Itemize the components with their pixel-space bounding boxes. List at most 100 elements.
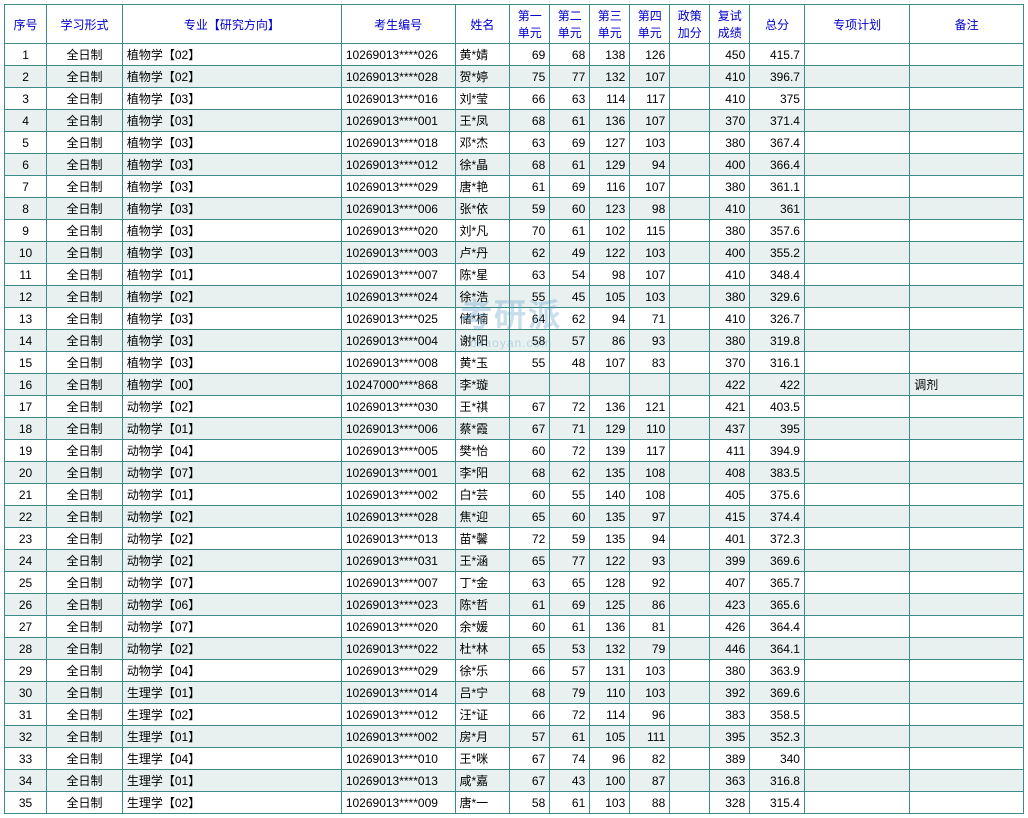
cell-mode: 全日制 (47, 704, 123, 726)
cell-bonus (670, 528, 710, 550)
cell-plan (804, 66, 909, 88)
cell-major: 植物学【03】 (122, 330, 341, 352)
cell-note: 调剂 (910, 374, 1024, 396)
cell-mode: 全日制 (47, 264, 123, 286)
table-row: 2全日制植物学【02】10269013****028贺*婷75771321074… (5, 66, 1024, 88)
cell-u4: 83 (630, 352, 670, 374)
cell-examno: 10269013****002 (341, 484, 455, 506)
cell-examno: 10269013****029 (341, 176, 455, 198)
cell-total: 365.7 (750, 572, 805, 594)
cell-plan (804, 44, 909, 66)
cell-idx: 29 (5, 660, 47, 682)
cell-idx: 6 (5, 154, 47, 176)
cell-plan (804, 550, 909, 572)
col-examno: 考生编号 (341, 5, 455, 44)
cell-name: 张*依 (455, 198, 510, 220)
cell-u4: 108 (630, 484, 670, 506)
cell-u4: 103 (630, 286, 670, 308)
table-row: 34全日制生理学【01】10269013****013咸*嘉6743100873… (5, 770, 1024, 792)
table-row: 10全日制植物学【03】10269013****003卢*丹6249122103… (5, 242, 1024, 264)
cell-major: 植物学【03】 (122, 110, 341, 132)
cell-note (910, 616, 1024, 638)
cell-plan (804, 286, 909, 308)
cell-u2: 60 (550, 198, 590, 220)
cell-plan (804, 110, 909, 132)
table-row: 19全日制动物学【04】10269013****005樊*怡6072139117… (5, 440, 1024, 462)
cell-u3: 114 (590, 88, 630, 110)
cell-name: 谢*阳 (455, 330, 510, 352)
cell-examno: 10269013****014 (341, 682, 455, 704)
cell-u1: 64 (510, 308, 550, 330)
cell-u3: 132 (590, 66, 630, 88)
cell-examno: 10269013****004 (341, 330, 455, 352)
cell-major: 生理学【02】 (122, 704, 341, 726)
cell-bonus (670, 418, 710, 440)
table-row: 1全日制植物学【02】10269013****026黄*婧69681381264… (5, 44, 1024, 66)
cell-u3: 136 (590, 616, 630, 638)
cell-u2: 62 (550, 308, 590, 330)
cell-total: 319.8 (750, 330, 805, 352)
cell-u3: 86 (590, 330, 630, 352)
cell-idx: 2 (5, 66, 47, 88)
cell-u2: 69 (550, 594, 590, 616)
cell-note (910, 396, 1024, 418)
col-idx: 序号 (5, 5, 47, 44)
cell-total: 355.2 (750, 242, 805, 264)
cell-u4: 93 (630, 330, 670, 352)
cell-u3: 139 (590, 440, 630, 462)
cell-mode: 全日制 (47, 638, 123, 660)
cell-u3: 105 (590, 286, 630, 308)
cell-u4: 81 (630, 616, 670, 638)
table-row: 32全日制生理学【01】10269013****002房*月5761105111… (5, 726, 1024, 748)
cell-idx: 24 (5, 550, 47, 572)
cell-plan (804, 726, 909, 748)
cell-u2: 61 (550, 726, 590, 748)
cell-u2 (550, 374, 590, 396)
cell-u1: 55 (510, 286, 550, 308)
cell-total: 422 (750, 374, 805, 396)
cell-fushi: 405 (710, 484, 750, 506)
cell-name: 刘*凡 (455, 220, 510, 242)
cell-note (910, 704, 1024, 726)
cell-u3: 94 (590, 308, 630, 330)
cell-major: 生理学【01】 (122, 682, 341, 704)
cell-u4: 110 (630, 418, 670, 440)
cell-bonus (670, 132, 710, 154)
cell-mode: 全日制 (47, 506, 123, 528)
cell-plan (804, 704, 909, 726)
cell-u1: 55 (510, 352, 550, 374)
cell-fushi: 423 (710, 594, 750, 616)
cell-u3: 136 (590, 396, 630, 418)
cell-mode: 全日制 (47, 198, 123, 220)
cell-u3: 105 (590, 726, 630, 748)
cell-idx: 16 (5, 374, 47, 396)
cell-u4: 111 (630, 726, 670, 748)
table-row: 27全日制动物学【07】10269013****020余*媛6061136814… (5, 616, 1024, 638)
cell-u3: 131 (590, 660, 630, 682)
cell-plan (804, 506, 909, 528)
cell-note (910, 352, 1024, 374)
cell-idx: 14 (5, 330, 47, 352)
cell-total: 326.7 (750, 308, 805, 330)
cell-note (910, 462, 1024, 484)
cell-note (910, 154, 1024, 176)
cell-major: 动物学【01】 (122, 418, 341, 440)
cell-examno: 10269013****007 (341, 264, 455, 286)
cell-name: 吕*宁 (455, 682, 510, 704)
cell-u4: 107 (630, 66, 670, 88)
cell-u4: 117 (630, 88, 670, 110)
cell-u4: 82 (630, 748, 670, 770)
cell-u2: 43 (550, 770, 590, 792)
cell-mode: 全日制 (47, 44, 123, 66)
cell-examno: 10269013****009 (341, 792, 455, 814)
cell-u3: 129 (590, 154, 630, 176)
table-row: 35全日制生理学【02】10269013****009唐*一5861103883… (5, 792, 1024, 814)
table-row: 3全日制植物学【03】10269013****016刘*莹66631141174… (5, 88, 1024, 110)
cell-bonus (670, 286, 710, 308)
cell-fushi: 370 (710, 352, 750, 374)
table-row: 7全日制植物学【03】10269013****029唐*艳61691161073… (5, 176, 1024, 198)
cell-mode: 全日制 (47, 110, 123, 132)
cell-u2: 74 (550, 748, 590, 770)
table-row: 26全日制动物学【06】10269013****023陈*哲6169125864… (5, 594, 1024, 616)
cell-idx: 8 (5, 198, 47, 220)
